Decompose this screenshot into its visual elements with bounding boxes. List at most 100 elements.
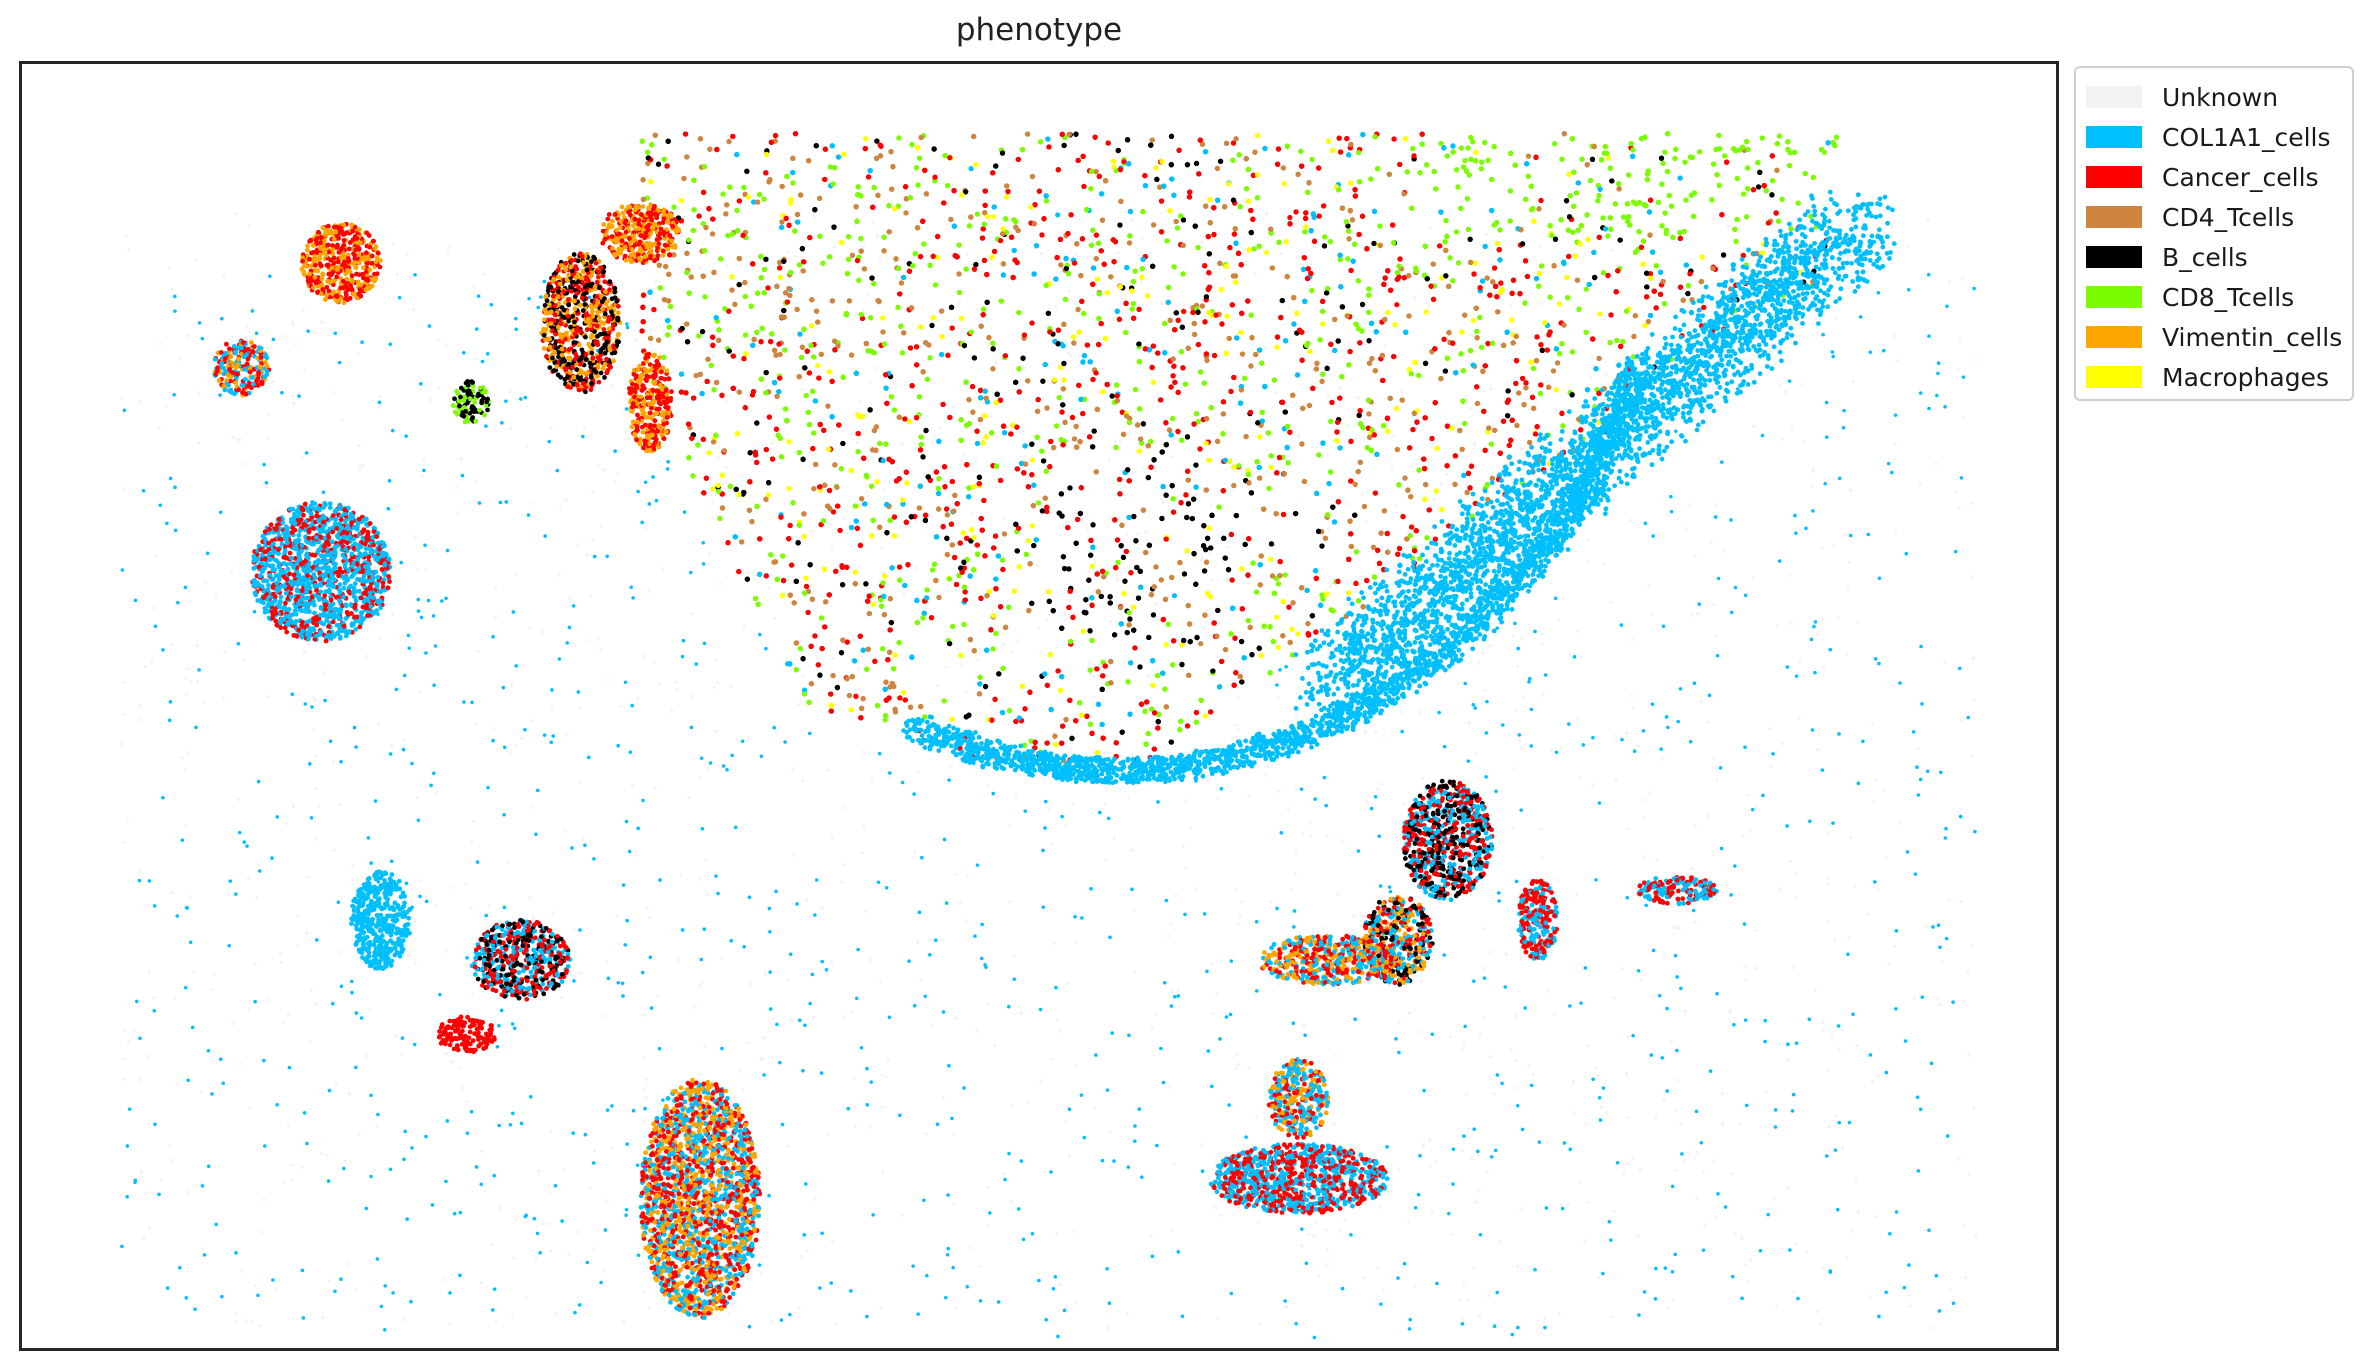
col1a1-point	[1451, 1147, 1456, 1152]
unknown-point	[787, 978, 791, 983]
unknown-point	[1585, 560, 1589, 564]
unknown-point	[1575, 629, 1580, 634]
unknown-point	[938, 426, 942, 430]
col1a1-point	[1787, 379, 1792, 383]
unknown-point	[405, 252, 409, 256]
col1a1-point	[996, 1300, 1001, 1304]
unknown-point	[1136, 547, 1140, 551]
col1a1-point	[1841, 426, 1846, 430]
col1a1-point	[729, 938, 734, 943]
col1a1-point	[846, 1106, 851, 1111]
col1a1-point	[168, 700, 173, 704]
unknown-point	[589, 594, 593, 598]
unknown-point	[1120, 519, 1124, 523]
tumor-point	[1171, 593, 1178, 599]
col1a1-point	[401, 747, 406, 752]
unknown-point	[1686, 1151, 1691, 1155]
unknown-point	[1093, 1106, 1097, 1110]
col1a1-point	[1007, 1151, 1011, 1156]
col1a1-point	[1733, 864, 1737, 868]
unknown-point	[1136, 253, 1140, 257]
unknown-point	[1118, 439, 1122, 443]
col1a1-point	[780, 1122, 785, 1127]
unknown-point	[1185, 717, 1189, 721]
col1a1-point	[1519, 808, 1523, 812]
col1a1-point	[153, 624, 158, 629]
col1a1-point	[529, 1094, 533, 1099]
col1a1-point	[1133, 1139, 1137, 1143]
col1a1-point	[1637, 1313, 1641, 1317]
unknown-point	[1078, 218, 1082, 222]
unknown-point	[1301, 832, 1306, 836]
col1a1-point	[458, 1210, 463, 1215]
unknown-point	[1289, 887, 1293, 891]
unknown-point	[1286, 306, 1291, 310]
col1a1-point	[1472, 1127, 1477, 1132]
col1a1-point	[560, 1219, 564, 1223]
col1a1-point	[1130, 887, 1134, 892]
col1a1-point	[484, 913, 489, 918]
unknown-point	[965, 875, 970, 879]
col1a1-point	[625, 1142, 630, 1146]
unknown-point	[511, 1315, 515, 1319]
unknown-point	[644, 1096, 648, 1100]
unknown-point	[1124, 532, 1129, 536]
unknown-point	[1677, 926, 1681, 930]
unknown-point	[314, 753, 318, 758]
col1a1-point	[1377, 834, 1381, 839]
unknown-point	[448, 1323, 452, 1327]
unknown-point	[1012, 954, 1016, 958]
col1a1-point	[869, 1080, 873, 1084]
unknown-point	[799, 1255, 803, 1259]
unknown-point	[965, 918, 969, 922]
unknown-point	[1916, 747, 1920, 751]
unknown-point	[1695, 1150, 1699, 1154]
unknown-point	[1801, 440, 1805, 444]
unknown-point	[1009, 1199, 1013, 1203]
unknown-point	[167, 266, 171, 270]
unknown-point	[222, 275, 226, 279]
unknown-point	[558, 573, 562, 577]
unknown-point	[893, 261, 897, 265]
unknown-point	[1693, 823, 1698, 827]
col1a1-point	[423, 543, 427, 548]
unknown-point	[596, 464, 600, 468]
unknown-point	[1133, 970, 1137, 974]
col1a1-point	[1894, 1007, 1898, 1011]
unknown-point	[1559, 746, 1563, 750]
col1a1-point	[945, 1252, 950, 1257]
unknown-point	[1227, 545, 1231, 549]
col1a1-point	[1889, 470, 1894, 475]
unknown-point	[832, 245, 836, 249]
col1a1-point	[819, 1071, 824, 1075]
unknown-point	[1439, 482, 1443, 487]
unknown-point	[616, 471, 620, 476]
col1a1-point	[1041, 905, 1046, 909]
unknown-point	[1460, 1048, 1464, 1052]
unknown-point	[610, 383, 614, 387]
unknown-point	[1277, 982, 1282, 986]
unknown-point	[1469, 407, 1473, 411]
unknown-point	[714, 729, 718, 733]
col1a1-point	[403, 1129, 407, 1134]
unknown-point	[1764, 1091, 1768, 1095]
col1a1-point	[975, 863, 980, 867]
unknown-point	[480, 1149, 484, 1154]
unknown-point	[446, 250, 450, 254]
tumor-point	[1287, 214, 1293, 221]
unknown-point	[1477, 661, 1481, 665]
unknown-point	[1086, 528, 1090, 532]
unknown-point	[173, 996, 177, 1000]
unknown-point	[1832, 543, 1836, 547]
col1a1-point	[1750, 807, 1755, 812]
col1a1-point	[767, 1193, 771, 1198]
tumor-point	[1055, 212, 1061, 218]
col1a1-point	[152, 1008, 157, 1013]
unknown-point	[1733, 1232, 1737, 1236]
unknown-point	[1073, 940, 1078, 944]
col1a1-point	[1716, 576, 1721, 581]
col1a1-point	[1544, 1206, 1549, 1210]
col1a1-point	[1676, 719, 1681, 724]
col1a1-point	[168, 476, 173, 481]
unknown-point	[1662, 1098, 1666, 1102]
